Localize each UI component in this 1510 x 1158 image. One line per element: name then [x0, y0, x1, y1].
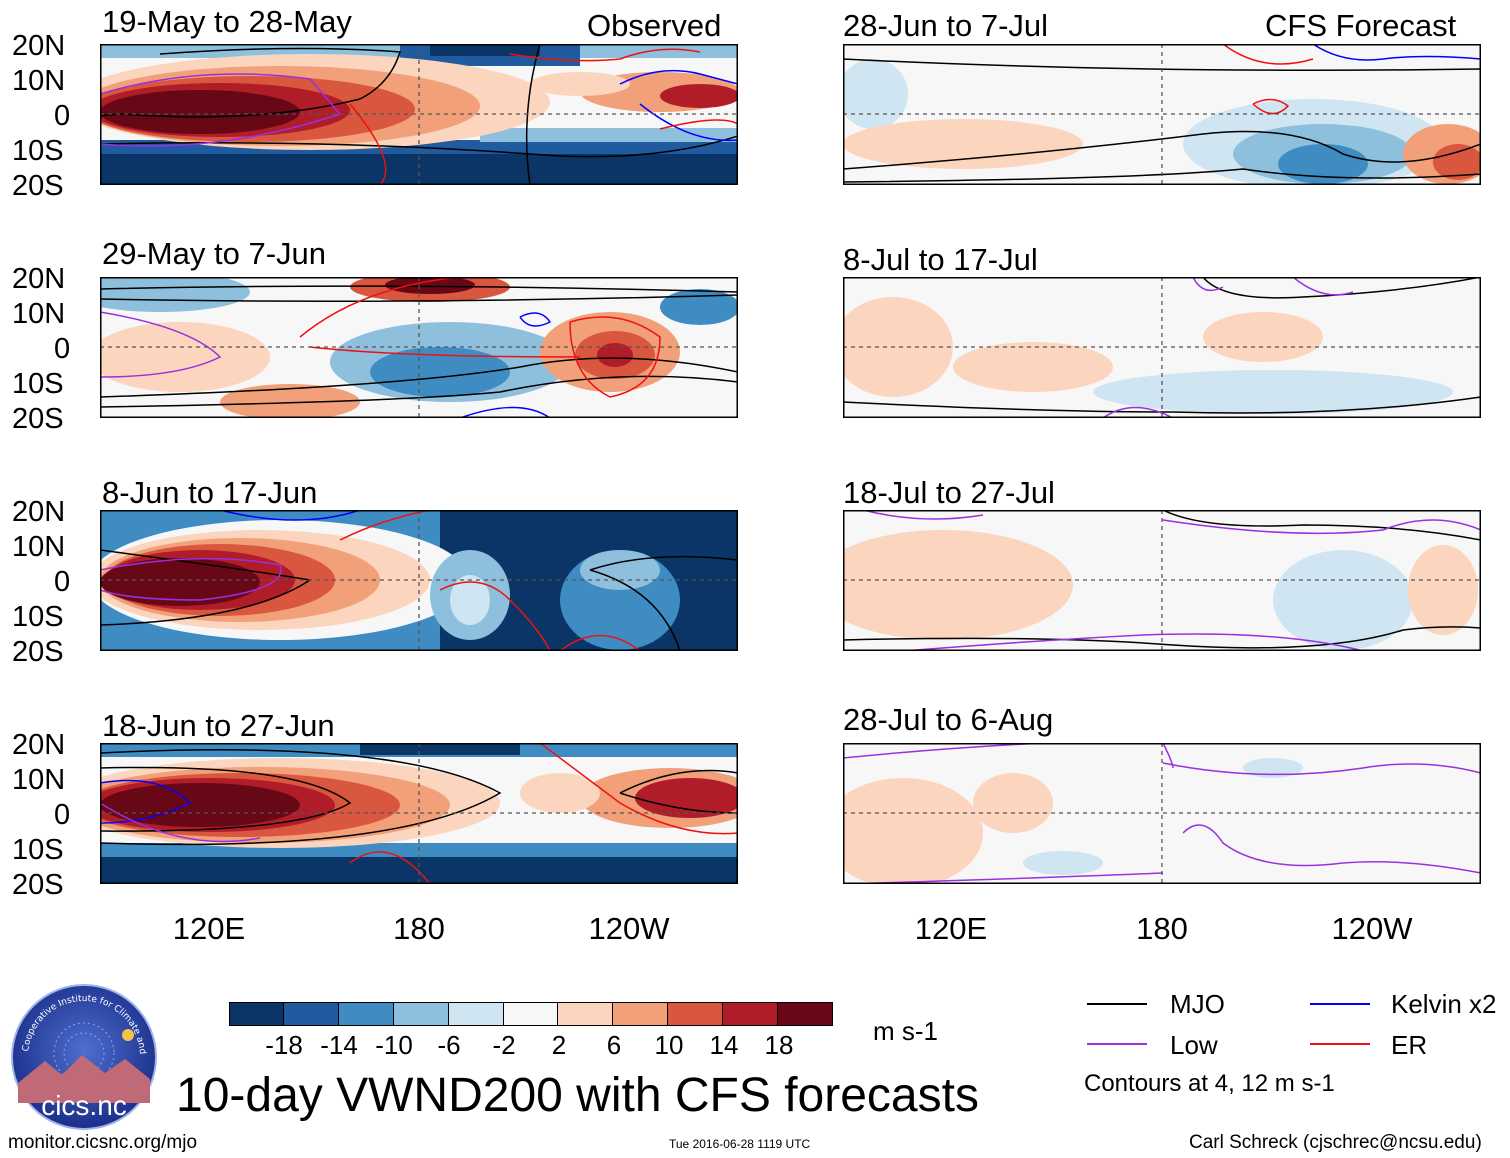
y-tick-label: 10S: [12, 135, 64, 167]
y-tick-label: 10N: [12, 65, 66, 97]
colorbar-frame: [229, 1002, 833, 1026]
colorbar-segment: [668, 1002, 724, 1026]
y-tick-label: 10S: [12, 834, 64, 866]
y-tick-label: 20N: [12, 496, 66, 528]
x-tick-label-120e-forecast: 120E: [914, 911, 988, 946]
y-tick-label: 20N: [12, 263, 66, 295]
y-tick-label: 10N: [12, 298, 66, 330]
y-tick-label: 10S: [12, 368, 64, 400]
colorbar-segment: [229, 1002, 284, 1026]
colorbar-segment: [558, 1002, 614, 1026]
panel-title-fc-4: 28-Jul to 6-Aug: [843, 702, 1054, 737]
colorbar-segment: [613, 1002, 669, 1026]
colorbar: [229, 1002, 833, 1026]
panel-title-obs-4: 18-Jun to 27-Jun: [102, 708, 335, 743]
legend-line-er: [1310, 1043, 1370, 1045]
colorbar-tick: 6: [606, 1030, 622, 1060]
colorbar-tick: 18: [764, 1030, 794, 1060]
forecast-tag: CFS Forecast: [1265, 8, 1457, 43]
y-tick-label: 10S: [12, 601, 64, 633]
panel-title-obs-1: 19-May to 28-May: [102, 4, 352, 39]
panel-title-fc-3: 18-Jul to 27-Jul: [843, 475, 1055, 510]
forecast-panel-4: [843, 743, 1481, 884]
observed-tag: Observed: [587, 8, 722, 43]
y-tick-label: 0: [54, 100, 71, 132]
colorbar-tick: -6: [437, 1030, 461, 1060]
colorbar-segment: [338, 1002, 394, 1026]
legend-line-mjo: [1087, 1003, 1147, 1005]
y-tick-label: 20S: [12, 869, 64, 901]
colorbar-tick: -10: [375, 1030, 413, 1060]
colorbar-segment: [283, 1002, 339, 1026]
legend-label-mjo: MJO: [1170, 989, 1225, 1019]
cicsnc-logo: Cooperative Institute for Climate and Sa…: [10, 983, 157, 1130]
legend-line-low: [1087, 1043, 1147, 1045]
colorbar-segment: [503, 1002, 559, 1026]
colorbar-units: m s-1: [873, 1016, 938, 1046]
logo-text: cics.nc: [41, 1090, 127, 1121]
legend-label-kelvin: Kelvin x2: [1391, 989, 1497, 1019]
colorbar-tick: 10: [654, 1030, 684, 1060]
x-tick-label-120e-observed: 120E: [172, 911, 246, 946]
x-tick-label-180-observed: 180: [393, 911, 445, 946]
observed-panel-1: [100, 44, 738, 185]
y-tick-label: 20N: [12, 30, 66, 62]
colorbar-tick: 14: [709, 1030, 739, 1060]
panel-title-fc-2: 8-Jul to 17-Jul: [843, 242, 1038, 277]
y-tick-label: 20S: [12, 170, 64, 202]
panel-title-obs-3: 8-Jun to 17-Jun: [102, 475, 318, 510]
y-tick-label: 0: [54, 799, 71, 831]
panel-title-obs-2: 29-May to 7-Jun: [102, 236, 326, 271]
colorbar-segment: [723, 1002, 779, 1026]
colorbar-segment: [778, 1002, 833, 1026]
observed-panel-2: [100, 277, 738, 418]
colorbar-tick: -2: [492, 1030, 516, 1060]
y-tick-label: 20S: [12, 636, 64, 668]
contour-note: Contours at 4, 12 m s-1: [1084, 1070, 1335, 1097]
colorbar-tick: 2: [551, 1030, 567, 1060]
observed-panel-3: [100, 510, 738, 651]
observed-panel-4: [100, 743, 738, 884]
y-tick-label: 0: [54, 333, 71, 365]
y-tick-label: 20S: [12, 403, 64, 435]
panel-title-fc-1: 28-Jun to 7-Jul: [843, 8, 1049, 43]
y-tick-label: 10N: [12, 764, 66, 796]
forecast-panel-3: [843, 510, 1481, 651]
forecast-panel-2: [843, 277, 1481, 418]
y-tick-label: 20N: [12, 729, 66, 761]
y-tick-label: 0: [54, 566, 71, 598]
legend-label-er: ER: [1391, 1030, 1428, 1060]
website-link[interactable]: monitor.cicsnc.org/mjo: [8, 1132, 198, 1153]
colorbar-segment: [393, 1002, 449, 1026]
colorbar-segment: [448, 1002, 504, 1026]
x-tick-label-120w-forecast: 120W: [1331, 911, 1413, 946]
figure-title: 10-day VWND200 with CFS forecasts: [176, 1069, 979, 1122]
x-tick-label-120w-observed: 120W: [588, 911, 670, 946]
y-tick-label: 10N: [12, 531, 66, 563]
timestamp: Tue 2016-06-28 1119 UTC: [669, 1137, 811, 1151]
x-tick-label-180-forecast: 180: [1136, 911, 1188, 946]
author-credit: Carl Schreck (cjschrec@ncsu.edu): [1189, 1132, 1482, 1153]
colorbar-tick: -14: [320, 1030, 358, 1060]
legend-label-low: Low: [1170, 1030, 1218, 1060]
forecast-panel-1: [843, 44, 1481, 185]
legend-line-kelvin: [1310, 1003, 1370, 1005]
colorbar-tick: -18: [265, 1030, 303, 1060]
